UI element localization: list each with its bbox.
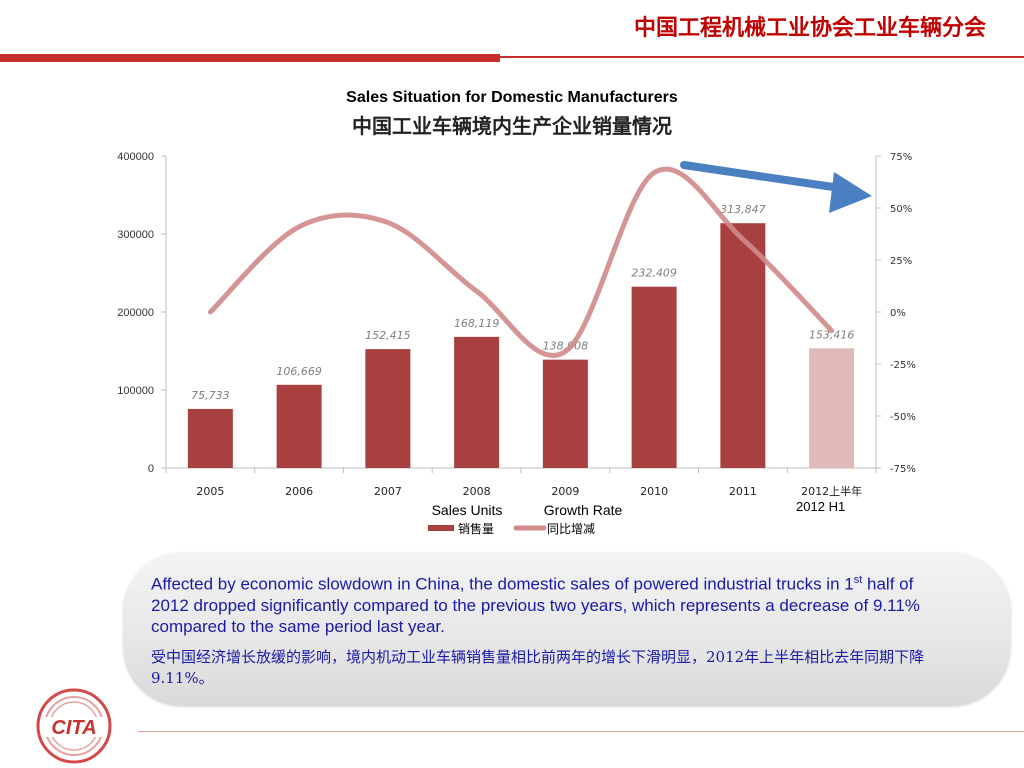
legend-sales-en: Sales Units bbox=[432, 502, 503, 518]
right-tick-label: -75% bbox=[890, 464, 916, 475]
bar-2008 bbox=[454, 336, 500, 468]
summary-text-en-sup: st bbox=[853, 574, 863, 586]
bar-data-label: 313,847 bbox=[720, 203, 766, 216]
growth-rate-point bbox=[740, 237, 745, 242]
sales-chart: 0 100000 200000 300000 400000 -75% -50% -25% 0% 2… bbox=[117, 151, 916, 536]
x-category-label: 2005 bbox=[196, 485, 224, 498]
trend-arrow-shaft bbox=[680, 161, 844, 192]
chart-subtitle: 中国工业车辆境内生产企业销量情况 bbox=[352, 114, 672, 138]
header-bar bbox=[0, 54, 500, 62]
bar-data-label: 106,669 bbox=[276, 365, 322, 378]
header-title: 中国工程机械工业协会工业车辆分会 bbox=[633, 16, 986, 41]
x-category-label: 2012上半年 bbox=[801, 484, 862, 498]
growth-rate-point bbox=[652, 170, 657, 175]
chart-title: Sales Situation for Domestic Manufacture… bbox=[346, 89, 678, 106]
cita-logo: CITA bbox=[36, 688, 112, 764]
x-category-label: 2011 bbox=[729, 485, 757, 498]
summary-text-en-part2: half of 2012 dropped significantly compa… bbox=[151, 574, 920, 636]
left-tick-label: 0 bbox=[148, 463, 154, 475]
legend-growth-en: Growth Rate bbox=[544, 502, 623, 518]
bar-2006 bbox=[276, 384, 322, 468]
x-category-label: 2008 bbox=[463, 485, 491, 498]
summary-text-cn: 受中国经济增长放缓的影响，境内机动工业车辆销售量相比前两年的增长下滑明显，201… bbox=[151, 648, 925, 687]
header-line bbox=[500, 56, 1024, 58]
bar-2009 bbox=[542, 359, 588, 468]
trend-arrow-head bbox=[829, 172, 872, 213]
growth-rate-line bbox=[207, 166, 835, 358]
right-tick-label: -50% bbox=[890, 412, 916, 423]
bar-2011 bbox=[720, 223, 766, 468]
right-tick-label: 75% bbox=[890, 152, 912, 163]
left-tick-label: 300000 bbox=[117, 229, 154, 241]
bar-2007 bbox=[365, 349, 411, 468]
growth-rate-point bbox=[385, 220, 390, 225]
left-tick-label: 100000 bbox=[117, 385, 154, 397]
right-tick-label: 50% bbox=[890, 204, 912, 215]
bar-data-label: 153,416 bbox=[809, 328, 855, 341]
bar-data-label: 152,415 bbox=[365, 329, 411, 342]
x-category-label: 2007 bbox=[374, 485, 402, 498]
growth-rate-point bbox=[208, 310, 213, 315]
x-category-label: 2009 bbox=[551, 485, 579, 498]
bar-2005 bbox=[187, 408, 233, 468]
bar-2012上半年 bbox=[809, 348, 855, 468]
x-category-note: 2012 H1 bbox=[796, 499, 845, 514]
bar-data-label: 232,409 bbox=[631, 267, 677, 280]
right-tick-label: 0% bbox=[890, 308, 906, 319]
legend-growth-label: 同比增减 bbox=[547, 522, 595, 536]
growth-rate-point bbox=[563, 349, 568, 354]
summary-text-en: Affected by economic slowdown in China, … bbox=[151, 570, 951, 637]
logo-text: CITA bbox=[51, 717, 96, 739]
summary-callout bbox=[124, 553, 1010, 705]
right-tick-label: 25% bbox=[890, 256, 912, 267]
left-tick-label: 400000 bbox=[117, 151, 154, 163]
bar-2010 bbox=[631, 286, 677, 468]
left-tick-label: 200000 bbox=[117, 307, 154, 319]
footer-line bbox=[138, 731, 1024, 732]
bar-data-label: 75,733 bbox=[191, 389, 230, 402]
x-category-label: 2006 bbox=[285, 485, 313, 498]
legend-sales-swatch bbox=[428, 525, 454, 531]
bar-data-label: 168,119 bbox=[454, 317, 500, 330]
legend-sales-label: 销售量 bbox=[458, 521, 494, 536]
growth-rate-point bbox=[829, 328, 834, 333]
growth-rate-point bbox=[474, 289, 479, 294]
right-tick-label: -25% bbox=[890, 360, 916, 371]
growth-rate-point bbox=[297, 224, 302, 229]
summary-text-en-part1: Affected by economic slowdown in China, … bbox=[151, 574, 854, 594]
x-category-label: 2010 bbox=[640, 485, 668, 498]
